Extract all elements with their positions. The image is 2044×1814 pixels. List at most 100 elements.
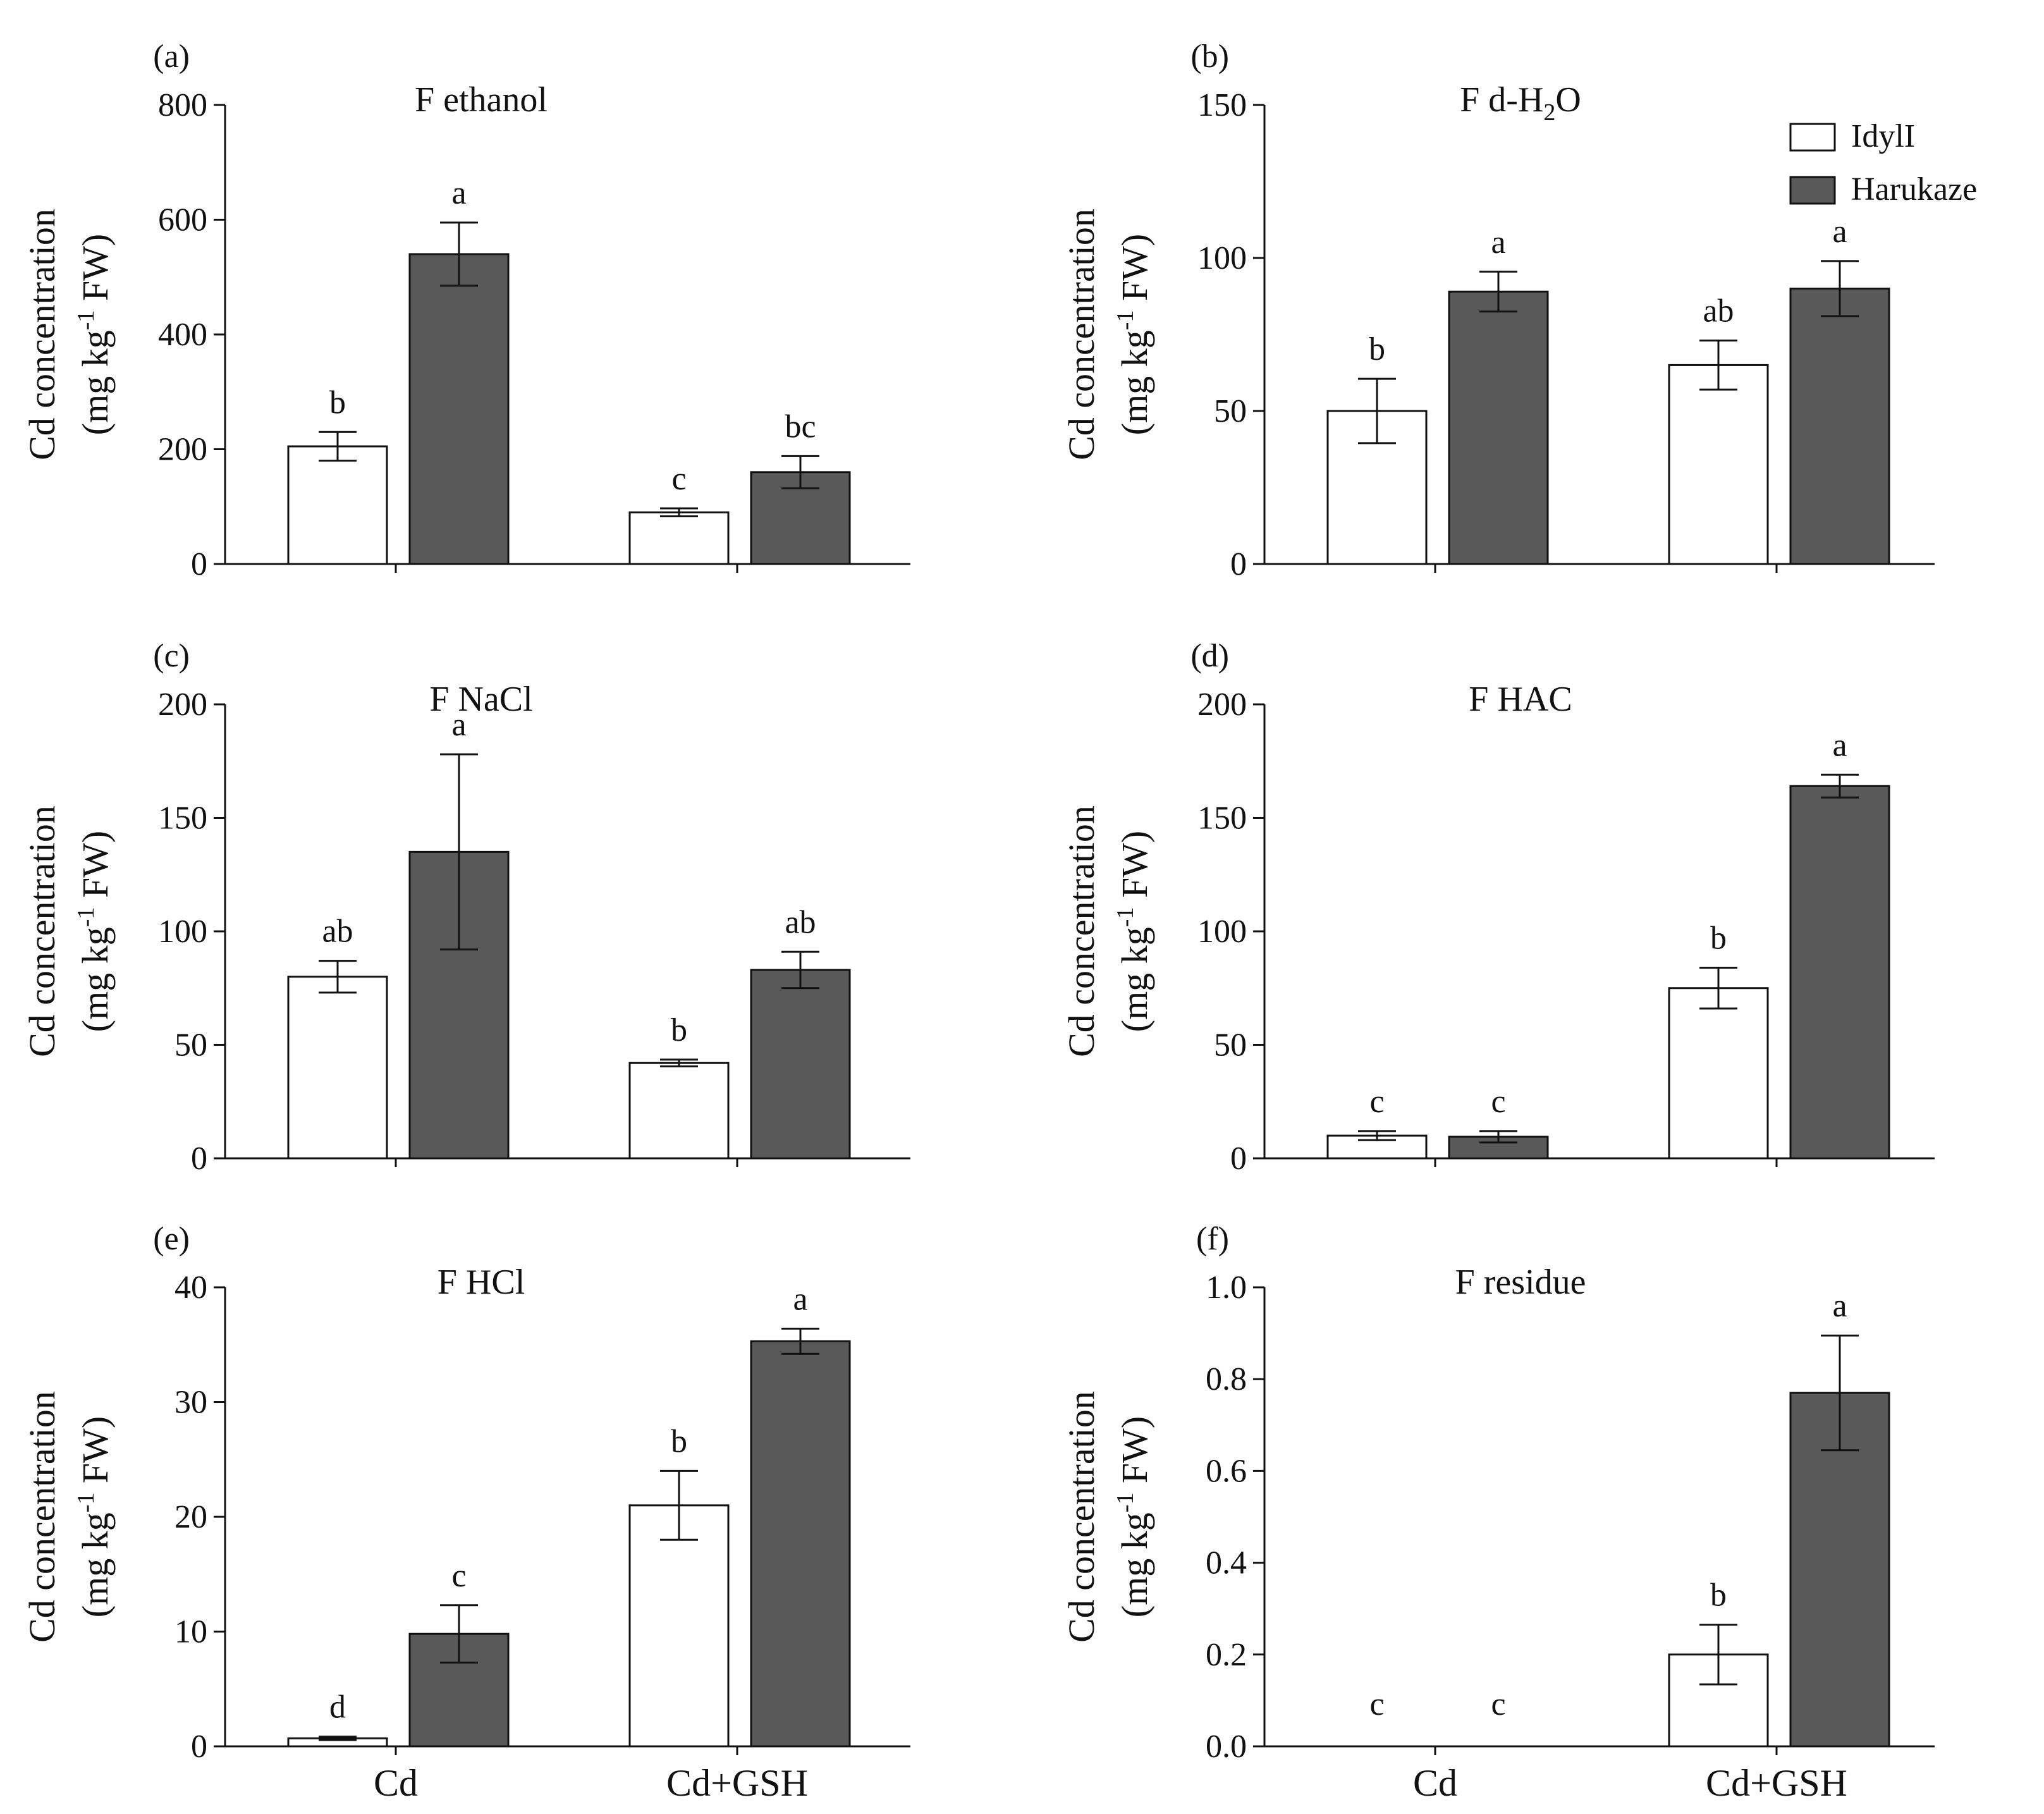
bar-idyli-cd (1326, 1134, 1428, 1160)
chart-panel-f: (f) F residue Cd concentration (mg kg-1 FW)… (1061, 1221, 1935, 1804)
significance-letter: bc (785, 408, 816, 444)
significance-letter: ab (785, 904, 816, 940)
bar-idyli-cd-gsh (1668, 364, 1769, 565)
legend-swatch (1789, 176, 1836, 205)
y-axis-label: Cd concentration (1061, 806, 1102, 1057)
y-axis-unit: (mg kg-1 FW) (1112, 234, 1155, 435)
y-axis-unit: (mg kg-1 FW) (1112, 1416, 1155, 1617)
significance-letter: c (451, 1558, 466, 1594)
y-tick-label: 600 (158, 202, 207, 238)
panel-label: (f) (1196, 1221, 1229, 1257)
significance-letter: ab (1703, 293, 1734, 329)
chart-title: F HCl (438, 1263, 525, 1302)
y-tick-label: 150 (1197, 87, 1247, 123)
bar-harukaze-cd-gsh (1789, 287, 1890, 565)
significance-letter: a (1832, 214, 1847, 250)
y-axis-label: Cd concentration (21, 209, 63, 460)
y-axis-label: Cd concentration (21, 1391, 63, 1643)
y-tick-label: 100 (1197, 240, 1247, 276)
y-tick-label: 50 (174, 1027, 207, 1063)
y-tick-label: 150 (158, 800, 207, 837)
y-axis-unit: (mg kg-1 FW) (1112, 831, 1155, 1032)
chart-panel-d: (d) F HAC Cd concentration (mg kg-1 FW) 0 50 1… (1061, 638, 1935, 1177)
y-tick-label: 0 (1230, 546, 1247, 582)
y-tick-label: 1.0 (1206, 1270, 1247, 1306)
significance-letter: a (451, 707, 466, 743)
y-tick-label: 0.4 (1206, 1545, 1247, 1581)
panel-label: (c) (153, 638, 190, 674)
y-axis-label: Cd concentration (1061, 1391, 1102, 1643)
legend: IdylI Harukaze (1789, 118, 1977, 207)
significance-letter: b (1710, 1578, 1727, 1614)
significance-letter: c (1491, 1084, 1505, 1120)
chart-panel-e: (e) F HCl Cd concentration (mg kg-1 FW) 0 10 2… (21, 1221, 910, 1804)
significance-letter: b (1710, 920, 1727, 956)
significance-letter: b (671, 1423, 687, 1459)
legend-swatch (1789, 123, 1836, 152)
bar-idyli-cd-gsh (1668, 987, 1769, 1160)
chart-title: F HAC (1469, 680, 1572, 719)
y-tick-label: 0 (191, 1141, 207, 1177)
significance-letter: b (329, 384, 346, 420)
y-tick-label: 10 (174, 1614, 207, 1650)
y-axis-unit: (mg kg-1 FW) (73, 1416, 116, 1617)
y-tick-label: 100 (1197, 914, 1247, 950)
x-tick-label: Cd+GSH (666, 1762, 808, 1804)
significance-letter: c (1491, 1686, 1505, 1722)
y-tick-label: 0 (191, 546, 207, 582)
significance-letter: c (1369, 1686, 1384, 1722)
y-axis-unit: (mg kg-1 FW) (73, 234, 116, 435)
y-tick-label: 200 (158, 432, 207, 468)
y-tick-label: 0.0 (1206, 1729, 1247, 1765)
significance-letter: a (1832, 727, 1847, 763)
significance-letter: a (1832, 1288, 1847, 1324)
chart-panel-b: (b) F d-H2O Cd concentration (mg kg-1 FW) 0 5… (1061, 39, 1935, 582)
chart-title: F d-H2O (1460, 80, 1581, 126)
y-tick-label: 0.8 (1206, 1361, 1247, 1397)
significance-letter: a (451, 175, 466, 211)
chart-title: F residue (1455, 1263, 1586, 1302)
y-tick-label: 0 (191, 1729, 207, 1765)
bar-harukaze-cd-gsh (1789, 785, 1890, 1160)
x-tick-label: Cd (1413, 1762, 1457, 1804)
y-tick-label: 200 (158, 687, 207, 723)
y-tick-label: 400 (158, 317, 207, 353)
y-tick-label: 40 (174, 1270, 207, 1306)
panel-label: (e) (153, 1221, 190, 1257)
y-axis-label: Cd concentration (21, 806, 63, 1057)
bar-harukaze-cd (1448, 290, 1549, 565)
y-axis-unit: (mg kg-1 FW) (73, 831, 116, 1032)
significance-letter: c (1369, 1084, 1384, 1120)
y-tick-label: 800 (158, 87, 207, 123)
y-tick-label: 20 (174, 1499, 207, 1535)
significance-letter: c (671, 461, 686, 497)
bar-harukaze-cd-gsh (750, 1340, 851, 1748)
significance-letter: ab (322, 914, 353, 950)
panel-label: (a) (153, 39, 190, 75)
bar-harukaze-cd (408, 253, 510, 565)
significance-letter: d (329, 1689, 346, 1725)
y-tick-label: 50 (1214, 1027, 1247, 1063)
y-tick-label: 30 (174, 1385, 207, 1421)
bar-idyli-cd-gsh (628, 1504, 730, 1748)
significance-letter: b (1369, 331, 1385, 367)
chart-title: F ethanol (415, 80, 548, 120)
bar-idyli-cd-gsh (628, 1062, 730, 1160)
chart-title: F NaCl (429, 680, 532, 719)
y-tick-label: 0 (1230, 1141, 1247, 1177)
bar-harukaze-cd-gsh (1789, 1392, 1890, 1748)
bar-harukaze-cd-gsh (750, 969, 851, 1160)
significance-letter: b (671, 1012, 687, 1048)
y-tick-label: 150 (1197, 800, 1247, 837)
y-axis-label: Cd concentration (1061, 209, 1102, 460)
y-tick-label: 0.2 (1206, 1637, 1247, 1673)
chart-panel-c: (c) F NaCl Cd concentration (mg kg-1 FW) 0 50… (21, 638, 910, 1177)
x-tick-label: Cd (374, 1762, 418, 1804)
significance-letter: a (793, 1281, 807, 1317)
bar-idyli-cd-gsh (628, 511, 730, 565)
bar-idyli-cd (287, 976, 388, 1160)
chart-panel-a: (a) F ethanol Cd concentration (mg kg-1 FW)… (21, 39, 910, 582)
x-tick-label: Cd+GSH (1706, 1762, 1847, 1804)
legend-label: IdylI (1851, 118, 1915, 154)
